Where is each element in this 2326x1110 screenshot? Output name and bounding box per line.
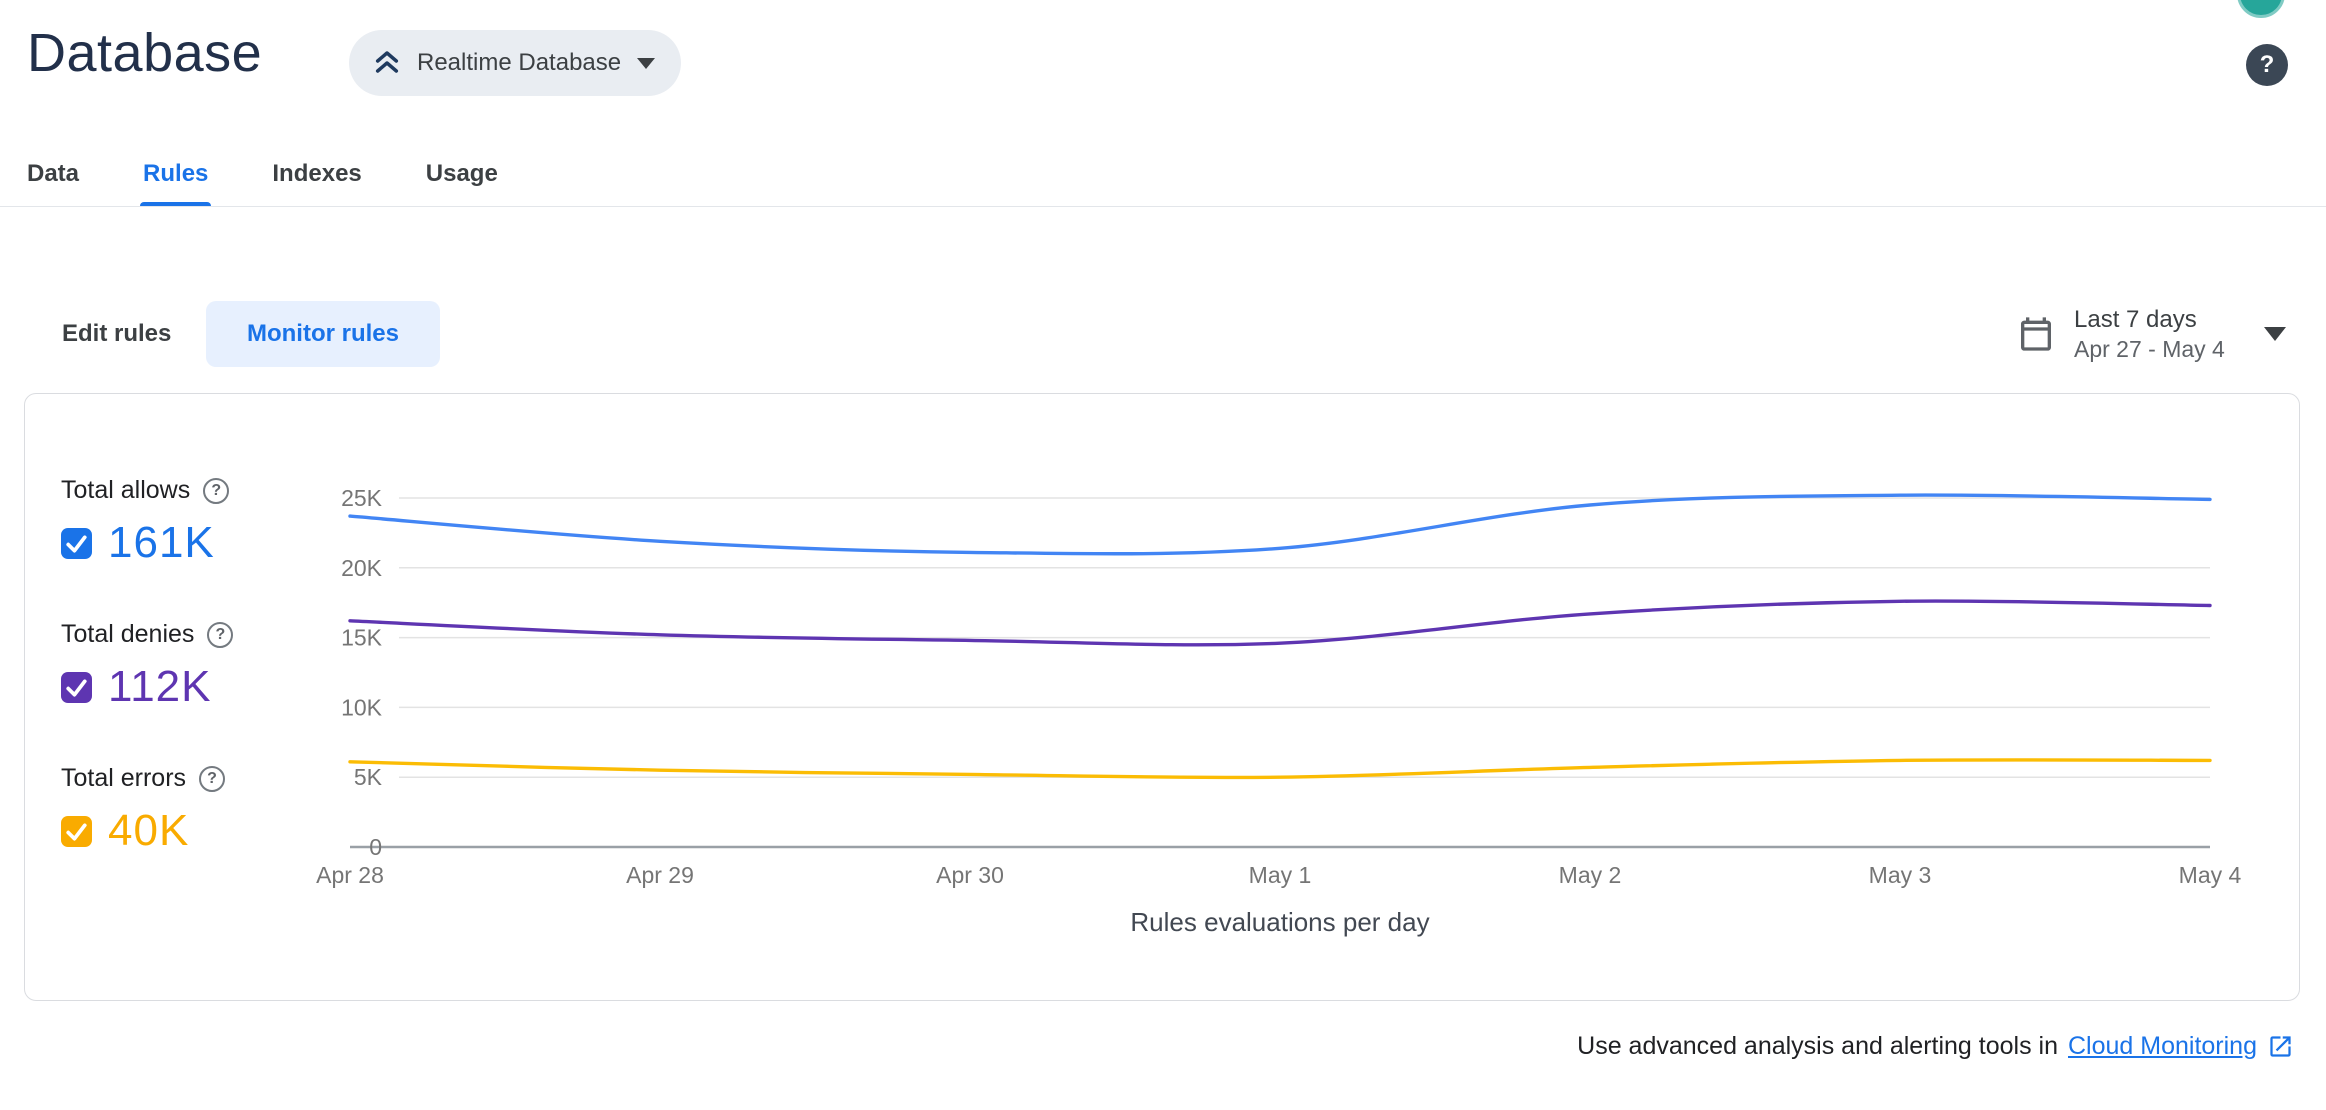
database-selector-label: Realtime Database xyxy=(417,49,622,76)
help-button[interactable]: ? xyxy=(2246,44,2288,86)
svg-text:May 1: May 1 xyxy=(1249,862,1312,888)
legend-value-denies: 112K xyxy=(108,662,212,711)
cloud-monitoring-note: Use advanced analysis and alerting tools… xyxy=(1577,1032,2294,1061)
svg-text:Rules evaluations per day: Rules evaluations per day xyxy=(1130,907,1429,937)
date-range-primary: Last 7 days xyxy=(2074,306,2197,333)
date-range-secondary: Apr 27 - May 4 xyxy=(2074,336,2225,362)
svg-text:20K: 20K xyxy=(341,555,383,581)
svg-text:25K: 25K xyxy=(341,485,383,511)
svg-text:May 4: May 4 xyxy=(2179,862,2242,888)
divider xyxy=(0,206,2326,207)
dropdown-arrow-icon xyxy=(2264,327,2286,341)
tab-bar: Data Rules Indexes Usage xyxy=(27,142,562,206)
page-title: Database xyxy=(27,23,263,83)
tab-data[interactable]: Data xyxy=(27,160,80,187)
svg-text:May 2: May 2 xyxy=(1559,862,1622,888)
svg-text:10K: 10K xyxy=(341,694,383,720)
realtime-database-icon xyxy=(371,47,403,79)
legend-value-errors: 40K xyxy=(108,806,190,855)
svg-text:Apr 28: Apr 28 xyxy=(316,862,384,888)
monitor-chart-card: Total allows 161K Total denies 112K xyxy=(24,393,2300,1001)
help-icon[interactable] xyxy=(199,765,226,792)
svg-text:0: 0 xyxy=(369,834,382,860)
legend-item-errors: Total errors 40K xyxy=(61,764,226,856)
rules-evaluations-chart: 0 5K 10K 15K 20K 25K Apr 28 Apr 29 Apr 30 May 1 Ma… xyxy=(316,485,2242,937)
legend-label-allows: Total allows xyxy=(61,476,191,504)
legend-value-allows: 161K xyxy=(108,518,215,567)
calendar-icon xyxy=(2016,314,2056,354)
legend-label-errors: Total errors xyxy=(61,764,187,792)
footer-text: Use advanced analysis and alerting tools… xyxy=(1577,1032,2058,1060)
svg-text:Apr 30: Apr 30 xyxy=(936,862,1004,888)
cloud-monitoring-link[interactable]: Cloud Monitoring xyxy=(2068,1032,2257,1060)
legend-item-denies: Total denies 112K xyxy=(61,620,234,712)
monitor-rules-button[interactable]: Monitor rules xyxy=(206,301,440,367)
database-selector[interactable]: Realtime Database xyxy=(349,30,682,96)
svg-text:May 3: May 3 xyxy=(1869,862,1932,888)
edit-rules-button[interactable]: Edit rules xyxy=(62,320,172,347)
legend-label-denies: Total denies xyxy=(61,620,195,648)
date-range-selector[interactable]: Last 7 days Apr 27 - May 4 xyxy=(2016,300,2286,368)
svg-text:5K: 5K xyxy=(354,764,383,790)
external-link-icon[interactable] xyxy=(2267,1033,2294,1060)
series-checkbox-errors[interactable] xyxy=(61,815,92,847)
svg-text:Apr 29: Apr 29 xyxy=(626,862,694,888)
tab-indexes[interactable]: Indexes xyxy=(272,160,362,187)
tab-usage[interactable]: Usage xyxy=(425,160,498,187)
date-range-text: Last 7 days Apr 27 - May 4 xyxy=(2074,304,2242,364)
avatar[interactable] xyxy=(2237,0,2285,18)
series-checkbox-denies[interactable] xyxy=(61,671,92,703)
help-icon[interactable] xyxy=(207,621,234,648)
chevron-down-icon xyxy=(637,57,656,69)
legend-item-allows: Total allows 161K xyxy=(61,476,230,568)
series-checkbox-allows[interactable] xyxy=(61,527,92,559)
tab-rules[interactable]: Rules xyxy=(140,142,212,206)
svg-text:15K: 15K xyxy=(341,625,383,651)
help-icon[interactable] xyxy=(203,477,230,504)
